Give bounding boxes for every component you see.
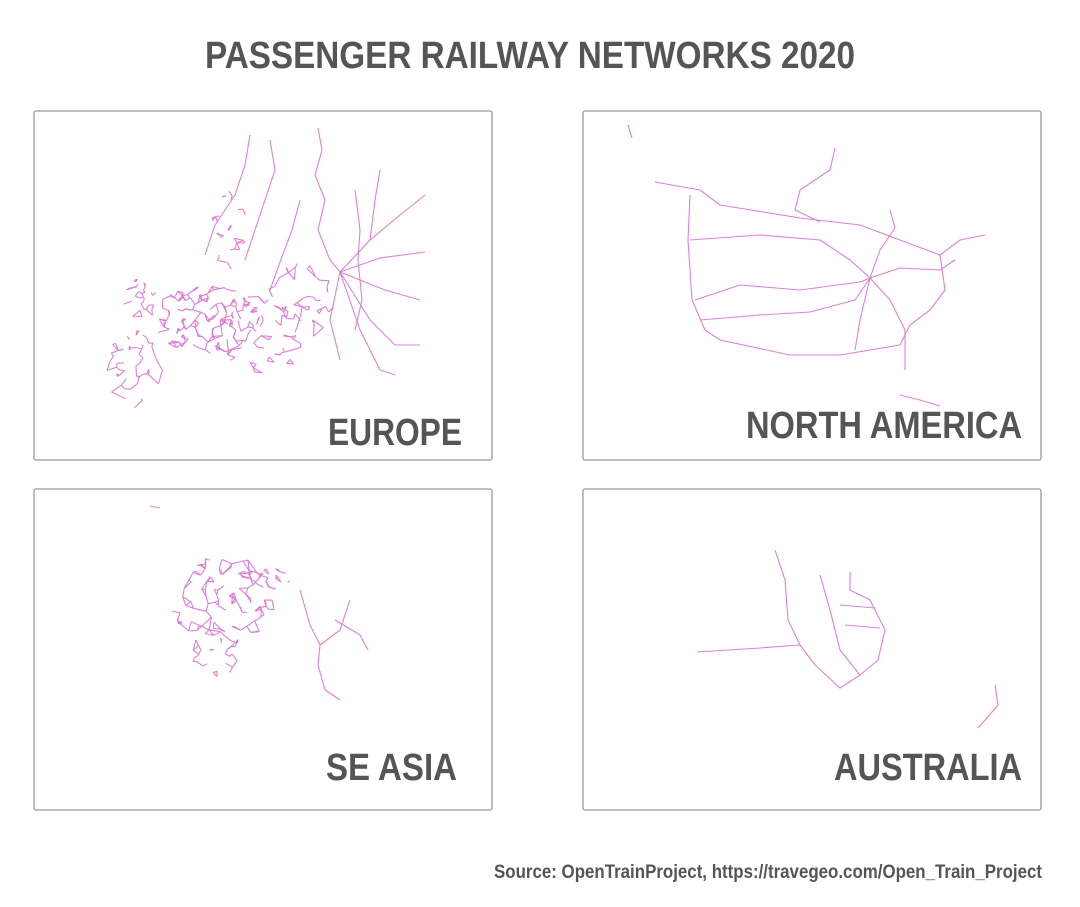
rail-segment — [144, 299, 145, 302]
rail-segment — [230, 249, 234, 250]
rail-segment — [136, 366, 137, 376]
rail-segment — [134, 407, 135, 408]
rail-segment — [117, 363, 118, 367]
source-note: Source: OpenTrainProject, https://traveg… — [494, 862, 1043, 883]
panel-frame — [34, 111, 492, 460]
rail-segment — [162, 308, 163, 309]
rail-segment — [221, 641, 222, 643]
panel-label: EUROPE — [328, 412, 462, 454]
rail-segment — [243, 560, 248, 561]
rail-segment — [215, 216, 219, 217]
panel-label: AUSTRALIA — [834, 747, 1022, 789]
rail-segment — [248, 296, 259, 297]
rail-segment — [220, 320, 221, 326]
rail-segment — [238, 573, 247, 574]
panel-label: SE ASIA — [326, 747, 457, 789]
panel-label: NORTH AMERICA — [746, 405, 1022, 447]
rail-segment — [221, 640, 222, 641]
rail-segment — [123, 398, 126, 399]
rail-segment — [124, 389, 130, 390]
rail-segment — [210, 649, 214, 650]
rail-segment — [327, 287, 328, 291]
rail-segment — [313, 324, 314, 337]
rail-segment — [276, 575, 277, 578]
rail-segment — [251, 578, 252, 580]
rail-segment — [143, 297, 144, 298]
rail-segment — [228, 351, 229, 355]
rail-segment — [213, 622, 214, 628]
rail-segment — [252, 580, 255, 581]
title: PASSENGER RAILWAY NETWORKS 2020 — [205, 35, 855, 77]
rail-segment — [308, 296, 314, 297]
rail-segment — [142, 293, 145, 294]
